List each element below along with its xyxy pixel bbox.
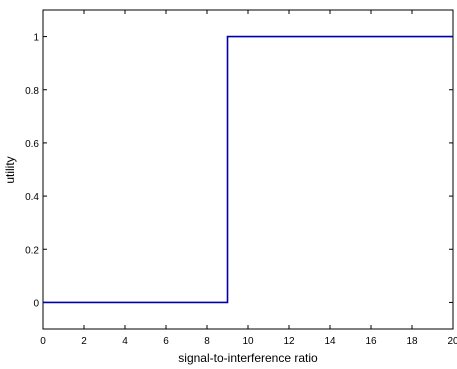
- x-axis-label: signal-to-interference ratio: [178, 351, 318, 365]
- x-tick-label: 2: [81, 336, 87, 347]
- y-tick-label: 0.8: [25, 86, 39, 97]
- series-line: [43, 35, 453, 304]
- x-tick-label: 10: [242, 336, 254, 347]
- x-tick-labels: 0 2 4 6 8 10 12 14 16 18 20: [40, 336, 457, 347]
- x-tick-label: 12: [283, 336, 295, 347]
- x-tick-label: 8: [204, 336, 210, 347]
- y-tick-label: 0.6: [25, 139, 39, 150]
- x-tick-label: 16: [365, 336, 377, 347]
- y-tick-label: 0: [33, 298, 39, 309]
- y-tick-label: 0.4: [25, 192, 39, 203]
- x-tick-label: 14: [324, 336, 336, 347]
- x-tick-label: 6: [163, 336, 169, 347]
- y-axis-label: utility: [3, 156, 17, 183]
- x-tick-label: 18: [406, 336, 418, 347]
- series-layer: [43, 35, 453, 304]
- x-tick-label: 4: [122, 336, 128, 347]
- y-tick-label: 0.2: [25, 245, 39, 256]
- x-tick-label: 0: [40, 336, 46, 347]
- y-tick-label: 1: [33, 33, 39, 44]
- y-tick-labels: 0 0.2 0.4 0.6 0.8 1: [25, 33, 39, 310]
- x-tick-label: 20: [447, 336, 457, 347]
- plot-frame: [42, 9, 454, 330]
